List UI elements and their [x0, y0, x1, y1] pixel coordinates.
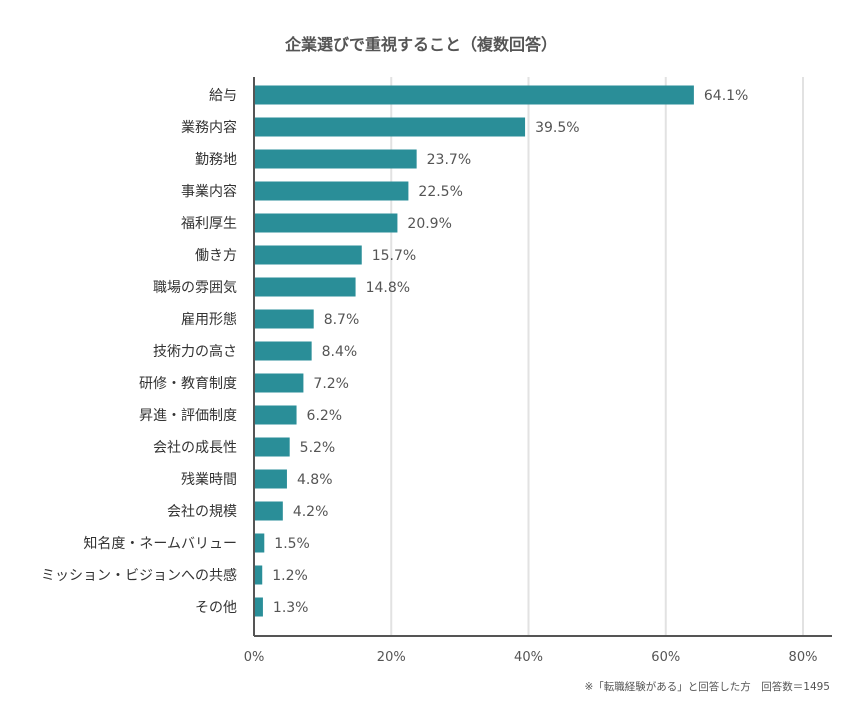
- bar: [254, 533, 265, 553]
- value-label: 14.8%: [366, 280, 410, 296]
- category-label: 雇用形態: [181, 311, 237, 328]
- value-label: 8.7%: [324, 312, 360, 328]
- bar: [254, 565, 263, 585]
- bar: [254, 437, 290, 457]
- value-label: 4.2%: [293, 504, 329, 520]
- value-label: 7.2%: [313, 376, 349, 392]
- value-label: 20.9%: [407, 216, 451, 232]
- category-label: 業務内容: [181, 119, 237, 136]
- category-labels: 給与業務内容勤務地事業内容福利厚生働き方職場の雰囲気雇用形態技術力の高さ研修・教…: [41, 88, 237, 616]
- value-label: 6.2%: [307, 408, 343, 424]
- chart-title: 企業選びで重視すること（複数回答）: [284, 35, 557, 54]
- x-tick-label: 20%: [377, 650, 406, 665]
- respondent-note: ※「転職経験がある」と回答した方 回答数＝1495: [584, 680, 830, 693]
- bar: [254, 245, 362, 265]
- bars: [254, 85, 694, 617]
- category-label: その他: [195, 600, 237, 616]
- bar: [254, 373, 304, 393]
- value-label: 8.4%: [322, 344, 358, 360]
- category-label: 福利厚生: [181, 216, 237, 232]
- category-label: 職場の雰囲気: [153, 280, 237, 296]
- value-label: 4.8%: [297, 472, 333, 488]
- value-label: 39.5%: [535, 120, 579, 136]
- category-label: 勤務地: [195, 152, 237, 168]
- category-label: 研修・教育制度: [139, 376, 237, 392]
- value-label: 1.3%: [273, 600, 309, 616]
- bar: [254, 469, 287, 489]
- bar: [254, 213, 398, 233]
- category-label: 昇進・評価制度: [139, 408, 237, 424]
- category-label: 給与: [209, 88, 237, 104]
- bar: [254, 309, 314, 329]
- value-label: 64.1%: [704, 88, 748, 104]
- bar: [254, 85, 694, 105]
- category-label: ミッション・ビジョンへの共感: [41, 567, 237, 584]
- bar: [254, 405, 297, 425]
- x-tick-label: 40%: [514, 650, 543, 665]
- category-label: 働き方: [195, 248, 237, 264]
- grid-lines: [390, 77, 804, 636]
- bar: [254, 341, 312, 361]
- x-tick-label: 60%: [651, 650, 680, 665]
- bar: [254, 277, 356, 297]
- x-tick-label: 0%: [244, 650, 265, 665]
- category-label: 技術力の高さ: [153, 343, 237, 360]
- value-label: 22.5%: [418, 184, 462, 200]
- x-axis-ticks: 0% 20% 40% 60% 80%: [244, 650, 818, 665]
- bar: [254, 501, 283, 521]
- bar: [254, 117, 526, 137]
- category-label: 事業内容: [181, 183, 237, 200]
- category-label: 会社の成長性: [153, 440, 237, 456]
- value-label: 15.7%: [372, 248, 416, 264]
- x-tick-label: 80%: [789, 650, 818, 665]
- bar: [254, 149, 417, 169]
- value-label: 1.5%: [274, 536, 310, 552]
- value-labels: 64.1% 39.5% 23.7% 22.5% 20.9% 15.7% 14.8% 8.7% 8…: [272, 88, 748, 616]
- value-label: 1.2%: [272, 568, 308, 584]
- bar: [254, 597, 263, 617]
- category-label: 知名度・ネームバリュー: [83, 535, 237, 552]
- bar: [254, 181, 409, 201]
- value-label: 5.2%: [300, 440, 336, 456]
- category-label: 残業時間: [181, 472, 237, 488]
- category-label: 会社の規模: [167, 504, 237, 520]
- value-label: 23.7%: [427, 152, 471, 168]
